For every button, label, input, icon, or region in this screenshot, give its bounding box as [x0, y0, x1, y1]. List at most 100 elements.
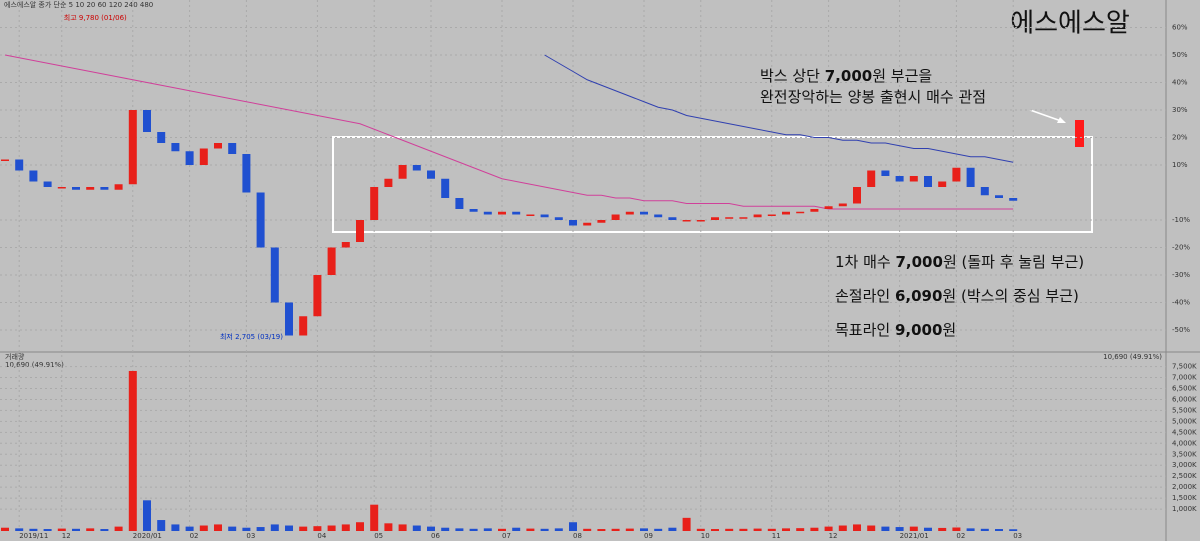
volume-bar	[1009, 529, 1018, 531]
candle	[356, 220, 364, 242]
x-tick-label: 06	[431, 532, 440, 540]
volume-bar	[214, 524, 222, 531]
volume-bar	[909, 526, 918, 531]
volume-bar	[384, 523, 393, 531]
y-tick-label: -40%	[1172, 299, 1190, 307]
x-tick-label: 2021/01	[900, 532, 929, 540]
annotation-part: 손절라인	[835, 287, 895, 305]
volume-bar	[767, 528, 776, 531]
volume-bar	[782, 528, 790, 531]
target-marker	[1075, 120, 1084, 147]
volume-bar	[29, 528, 38, 531]
moving-average	[544, 54, 1014, 163]
volume-bar	[171, 524, 180, 531]
annotation-part: 7,000	[895, 253, 942, 271]
candle	[157, 132, 166, 143]
volume-bar	[441, 527, 450, 531]
candle	[100, 187, 109, 190]
x-tick-label: 2020/01	[133, 532, 162, 540]
candle	[199, 148, 208, 165]
volume-bar	[299, 526, 308, 531]
volume-bar	[980, 528, 989, 531]
annotation-line: 1차 매수 7,000원 (돌파 후 눌림 부근)	[835, 253, 1084, 271]
annotation-part: 9,000	[895, 321, 942, 339]
y-tick-label: -30%	[1172, 271, 1190, 279]
candle	[114, 184, 123, 190]
candle	[569, 220, 577, 226]
candle	[86, 187, 95, 190]
candle	[625, 211, 634, 215]
x-tick-label: 12	[829, 532, 838, 540]
volume-bar	[938, 527, 947, 531]
x-tick-label: 11	[772, 532, 781, 540]
volume-bar	[157, 520, 166, 531]
x-tick-label: 10	[701, 532, 710, 540]
candle	[57, 187, 66, 189]
annotation-part: 6,090	[895, 287, 942, 305]
candle	[980, 187, 989, 196]
volume-bar	[682, 517, 691, 531]
volume-bar	[668, 527, 677, 531]
candle	[881, 170, 890, 176]
y-tick-label: -50%	[1172, 326, 1190, 334]
x-tick-label: 02	[190, 532, 199, 540]
volume-bar	[512, 527, 521, 531]
x-tick-label: 02	[956, 532, 965, 540]
volume-bar	[881, 526, 890, 531]
candle	[242, 154, 251, 193]
volume-bar	[483, 528, 492, 531]
volume-bar	[725, 528, 734, 531]
annotation-part: 7,000	[825, 67, 872, 85]
volume-bar	[427, 526, 435, 531]
annotation-part: 원 부근을	[872, 67, 932, 85]
candle	[895, 176, 904, 182]
candle	[640, 211, 648, 215]
candle	[72, 187, 80, 190]
annotation-part: 박스 상단	[760, 67, 825, 85]
volume-bar	[952, 527, 961, 531]
candle	[270, 247, 279, 303]
x-tick-label: 05	[374, 532, 383, 540]
candle	[696, 220, 705, 222]
candle	[398, 165, 407, 179]
volume-tick-label: 1,500K	[1172, 494, 1197, 502]
annotation-line: 완전장악하는 양봉 출현시 매수 관점	[760, 88, 986, 106]
volume-bar	[313, 526, 322, 531]
volume-bar	[924, 527, 932, 531]
annotation-part: 원	[942, 321, 956, 339]
y-tick-label: 30%	[1172, 106, 1188, 114]
volume-info-right: 10,690 (49.91%)	[1103, 353, 1162, 361]
candle	[313, 275, 322, 317]
candle	[483, 211, 492, 215]
volume-info: 10,690 (49.91%)	[5, 361, 64, 369]
y-tick-label: -20%	[1172, 244, 1190, 252]
volume-tick-label: 2,000K	[1172, 483, 1197, 491]
volume-bar	[327, 525, 336, 531]
candle	[469, 209, 478, 212]
candle	[1009, 198, 1018, 201]
volume-bar	[398, 524, 407, 531]
volume-bar	[654, 528, 663, 531]
volume-bar	[242, 527, 251, 531]
moving-average	[4, 54, 1014, 210]
annotation-part: 완전장악하는 양봉 출현시 매수 관점	[760, 88, 986, 106]
low-label: 최저 2,705 (03/19)	[220, 332, 283, 341]
volume-bar	[15, 528, 24, 531]
candle	[327, 247, 336, 275]
volume-bar	[57, 528, 66, 531]
arrow-head	[1057, 117, 1066, 123]
volume-tick-label: 6,500K	[1172, 385, 1197, 393]
volume-bar	[356, 522, 364, 531]
candle	[611, 214, 620, 220]
volume-bar	[341, 524, 350, 531]
candle	[654, 214, 663, 218]
volume-bar	[498, 528, 506, 531]
candle	[853, 187, 861, 204]
high-label: 최고 9,780 (01/06)	[64, 13, 127, 22]
annotation-part: 원 (박스의 중심 부근)	[942, 287, 1078, 305]
volume-bar	[43, 529, 52, 531]
volume-tick-label: 5,000K	[1172, 417, 1197, 425]
candle	[668, 217, 677, 220]
